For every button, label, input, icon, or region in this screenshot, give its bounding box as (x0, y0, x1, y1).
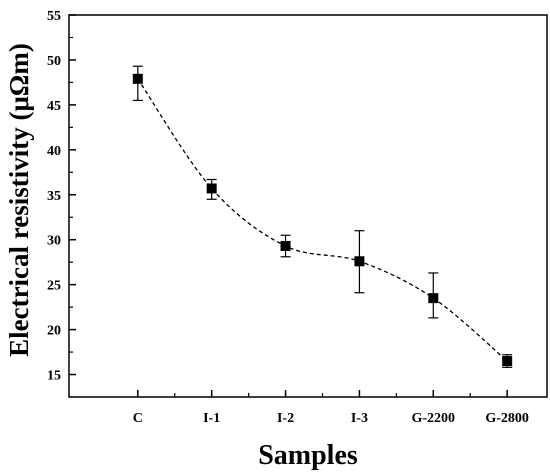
data-point (132, 73, 143, 84)
y-tick-label: 55 (47, 9, 61, 24)
data-point (280, 240, 291, 251)
x-tick-label: I-1 (203, 411, 220, 426)
x-axis-title: Samples (258, 440, 358, 471)
data-point (206, 183, 217, 194)
y-tick-label: 20 (47, 324, 61, 339)
plot-frame (68, 14, 548, 398)
data-point (354, 256, 365, 267)
x-tick-label: I-3 (351, 411, 368, 426)
x-tick-label: C (133, 411, 143, 426)
series-curve (137, 78, 508, 362)
x-tick-label: I-2 (277, 411, 294, 426)
y-tick-label: 50 (47, 54, 61, 69)
data-marks (132, 65, 513, 368)
y-tick-label: 25 (47, 279, 61, 294)
data-point (428, 293, 439, 304)
axes: 15 20 25 30 35 40 45 50 55 C I-1 I-2 I-3 G-2200 G-2800 (47, 9, 548, 426)
data-point (502, 356, 513, 367)
y-tick-label: 35 (47, 189, 61, 204)
x-tick-label: G-2800 (485, 411, 529, 426)
x-tick-label: G-2200 (412, 411, 456, 426)
y-tick-label: 40 (47, 144, 61, 159)
y-axis-title: Electrical resistivity (μΩm) (4, 43, 34, 357)
y-tick-label: 45 (47, 99, 61, 114)
y-tick-label: 30 (47, 234, 61, 249)
y-tick-label: 15 (47, 369, 61, 384)
